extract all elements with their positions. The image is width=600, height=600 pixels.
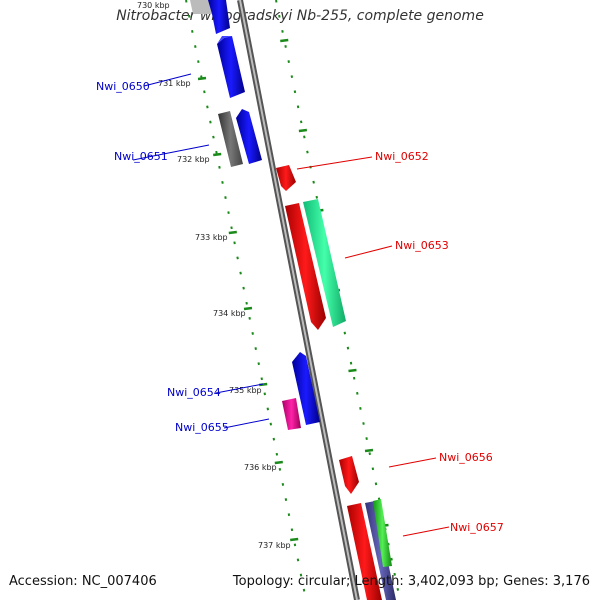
leader-line-nwi-0653	[344, 245, 393, 259]
scale-dot-outer	[371, 467, 375, 471]
scale-dot-outer	[281, 29, 284, 33]
scale-dot-outer	[290, 75, 294, 79]
scale-tick-2	[213, 152, 222, 157]
gene-nwi-0657-green[interactable]	[373, 499, 392, 567]
scale-dot-outer	[293, 90, 297, 94]
gene-nwi-0650[interactable]	[217, 36, 245, 98]
scale-label-731: 731 kbp	[158, 79, 191, 88]
scale-dot-outer	[393, 572, 396, 576]
leader-line-nwi-0657	[402, 526, 450, 537]
scale-label-737: 737 kbp	[258, 541, 291, 550]
scale-dot-outer	[275, 0, 278, 3]
scale-tick-6	[274, 460, 283, 465]
gene-label-nwi-0657[interactable]: Nwi_0657	[450, 521, 504, 534]
scale-tick-4	[243, 306, 253, 311]
gene-nwi-0653-teal[interactable]	[303, 199, 346, 327]
gene-label-nwi-0651[interactable]: Nwi_0651	[114, 150, 168, 163]
scale-label-735: 735 kbp	[229, 386, 262, 395]
gene-nwi-0656[interactable]	[339, 456, 359, 494]
scale-dot-outer	[362, 422, 365, 425]
leader-line-nwi-0654	[215, 383, 264, 394]
gene-nwi-0652[interactable]	[276, 165, 296, 191]
leader-line-nwi-0655	[223, 418, 270, 429]
gene-nwi-0654[interactable]	[292, 352, 320, 425]
scale-tick-3	[228, 230, 237, 235]
scale-dot-outer	[368, 452, 371, 456]
scale-dot-outer	[365, 437, 368, 441]
leader-line-nwi-0650	[143, 73, 192, 87]
scale-tick-outer-6	[364, 448, 374, 453]
leader-line-nwi-0656	[388, 457, 437, 468]
gene-partial-top[interactable]	[190, 0, 230, 34]
leader-line-nwi-0651	[132, 144, 210, 161]
scale-dot-outer	[346, 346, 350, 350]
scale-label-736: 736 kbp	[244, 463, 277, 472]
gene-label-nwi-0656[interactable]: Nwi_0656	[439, 451, 493, 464]
scale-label-734: 734 kbp	[213, 309, 246, 318]
scale-tick-7	[290, 537, 299, 542]
scale-label-732: 732 kbp	[177, 155, 210, 164]
scale-tick-outer-2	[298, 128, 308, 133]
scale-tick-outer-5	[348, 368, 357, 373]
gene-label-nwi-0652[interactable]: Nwi_0652	[375, 150, 429, 163]
gene-nwi-0651-gray[interactable]	[218, 111, 243, 167]
scale-dot-outer	[306, 150, 309, 154]
scale-dot-outer	[390, 557, 393, 561]
scale-label-733: 733 kbp	[195, 233, 228, 242]
scale-dot-outer	[284, 45, 287, 48]
gene-label-nwi-0653[interactable]: Nwi_0653	[395, 239, 449, 252]
gene-nwi-0655[interactable]	[282, 398, 301, 430]
scale-dot-outer	[343, 331, 347, 335]
scale-dot-outer	[296, 105, 300, 109]
scale-dot-outer	[374, 482, 378, 486]
accession-text: Accession: NC_007406	[9, 574, 157, 589]
scale-dot-outer	[312, 180, 315, 184]
scale-dot-outer	[359, 406, 362, 410]
scale-dot-outer	[278, 14, 281, 18]
scale-dot-outer	[396, 587, 400, 591]
scale-dot-outer	[303, 135, 306, 139]
leader-line-nwi-0652	[296, 156, 373, 170]
gene-nwi-0657-red[interactable]	[347, 503, 382, 600]
gene-label-nwi-0655[interactable]: Nwi_0655	[175, 421, 229, 434]
gene-label-nwi-0654[interactable]: Nwi_0654	[167, 386, 221, 399]
scale-tick-1	[197, 76, 207, 81]
scale-dot-outer	[387, 542, 390, 546]
scale-label-730: 730 kbp	[137, 1, 170, 10]
gene-label-nwi-0650[interactable]: Nwi_0650	[96, 80, 150, 93]
gene-nwi-0651-blue[interactable]	[236, 109, 262, 164]
scale-dot-outer	[349, 361, 353, 365]
scale-dot-outer	[299, 120, 303, 124]
scale-dot-outer	[356, 391, 359, 395]
scale-dot-outer	[352, 376, 356, 380]
scale-dot-outer	[315, 195, 319, 199]
scale-tick-outer-1	[280, 38, 289, 43]
gene-nwi-0653-red[interactable]	[285, 203, 326, 330]
genome-summary-text: Topology: circular; Length: 3,402,093 bp…	[232, 574, 590, 589]
scale-dot-outer	[287, 60, 290, 63]
scale-ring	[185, 0, 400, 592]
